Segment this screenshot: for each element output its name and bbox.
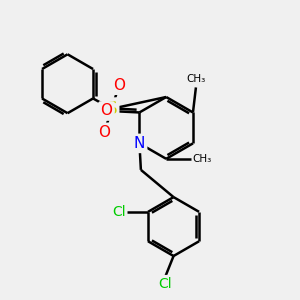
Text: O: O (98, 125, 110, 140)
Text: N: N (134, 136, 145, 151)
Text: CH₃: CH₃ (193, 154, 212, 164)
Text: CH₃: CH₃ (186, 74, 206, 84)
Text: O: O (100, 103, 112, 118)
Text: Cl: Cl (112, 205, 125, 219)
Text: Cl: Cl (158, 277, 172, 291)
Text: S: S (106, 100, 117, 118)
Text: O: O (113, 78, 125, 93)
